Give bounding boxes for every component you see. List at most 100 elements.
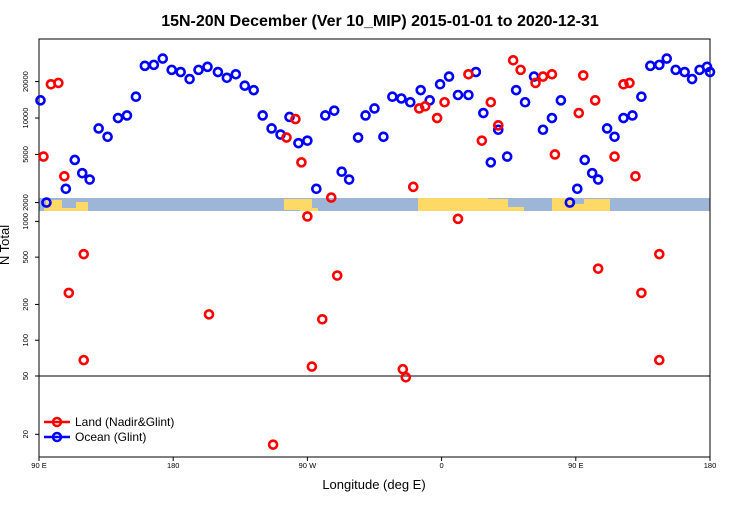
land-point <box>476 135 488 146</box>
land-point <box>452 213 464 225</box>
x-tick-label: 0 <box>440 461 444 470</box>
land-point <box>296 157 307 168</box>
ocean-point <box>221 72 233 84</box>
land-point <box>573 107 585 119</box>
land-point <box>507 55 519 66</box>
land-point <box>463 68 474 80</box>
ocean-point <box>193 64 204 76</box>
map-land-shape <box>284 199 312 210</box>
ocean-point <box>352 132 364 143</box>
ocean-point <box>148 59 160 71</box>
ocean-point <box>443 71 455 82</box>
map-land-shape <box>62 208 76 211</box>
ocean-point <box>404 96 416 108</box>
ocean-point <box>311 183 322 195</box>
plot-frame <box>38 38 711 458</box>
ocean-point <box>387 91 398 103</box>
ocean-point <box>84 174 95 185</box>
map-land-shape <box>418 198 488 211</box>
ocean-point <box>396 93 407 104</box>
ocean-point <box>69 154 81 166</box>
ocean-point <box>686 73 698 85</box>
land-point <box>654 354 665 366</box>
land-point <box>654 248 665 260</box>
ocean-point <box>184 73 195 85</box>
ocean-point <box>636 91 647 103</box>
land-point <box>609 151 620 162</box>
ocean-point <box>343 174 355 185</box>
land-point <box>589 95 601 106</box>
land-point <box>38 151 49 162</box>
land-point <box>290 113 301 125</box>
legend-ocean-marker <box>51 431 63 443</box>
y-tick-label: 20 <box>21 430 30 438</box>
legend-land-marker <box>51 416 63 428</box>
x-tick-label: 90 W <box>299 461 317 470</box>
x-axis-label: Longitude (deg E) <box>322 477 425 492</box>
land-point <box>537 71 549 82</box>
ocean-point <box>434 79 446 90</box>
ocean-point <box>248 84 260 96</box>
ocean-point <box>463 89 474 101</box>
ocean-point <box>609 131 620 143</box>
y-tick-label: 100 <box>21 334 30 347</box>
ocean-point <box>654 59 665 71</box>
ocean-point <box>579 154 591 166</box>
ocean-point <box>102 131 113 143</box>
ocean-point <box>360 110 371 121</box>
ocean-point <box>139 60 151 72</box>
ocean-point <box>601 123 613 134</box>
map-land-shape <box>300 208 318 211</box>
legend-land-label: Land (Nadir&Glint) <box>75 415 174 429</box>
chart-title: 15N-20N December (Ver 10_MIP) 2015-01-01… <box>161 13 599 30</box>
land-point <box>407 181 419 193</box>
land-point <box>325 192 337 203</box>
legend: Land (Nadir&Glint) Ocean (Glint) <box>44 415 174 444</box>
ocean-point <box>478 107 489 119</box>
land-point <box>439 96 450 108</box>
ocean-point <box>369 103 380 114</box>
ocean-point <box>166 64 178 76</box>
land-point <box>78 248 90 260</box>
map-land-shape <box>506 207 524 211</box>
y-tick-label: 10000 <box>21 108 30 129</box>
ocean-point <box>76 167 88 179</box>
ocean-point <box>336 166 347 178</box>
land-point <box>267 439 279 450</box>
y-tick-label: 5000 <box>21 146 30 163</box>
land-point <box>630 170 641 182</box>
legend-ocean-label: Ocean (Glint) <box>75 430 146 444</box>
map-land-shape <box>584 199 610 211</box>
land-point <box>419 100 431 112</box>
y-tick-label: 1000 <box>21 213 30 230</box>
land-point <box>492 120 504 131</box>
land-point <box>592 263 604 274</box>
x-tick-label: 180 <box>167 461 180 470</box>
ocean-point <box>202 61 213 73</box>
land-point <box>431 112 443 124</box>
ocean-point <box>112 112 124 124</box>
map-ocean-band <box>39 198 710 211</box>
ocean-point <box>415 84 427 96</box>
land-point <box>331 270 343 281</box>
ocean-point <box>501 151 513 162</box>
land-point <box>624 77 635 89</box>
ocean-point <box>378 131 389 143</box>
land-series <box>38 55 665 450</box>
land-point <box>203 309 215 320</box>
x-tick-label: 180 <box>704 461 717 470</box>
ocean-point <box>239 80 251 92</box>
ocean-point <box>704 66 716 78</box>
ocean-point <box>519 96 531 108</box>
ocean-point <box>452 89 464 101</box>
land-point <box>317 313 328 325</box>
ocean-point <box>679 66 690 78</box>
land-point <box>53 77 64 89</box>
map-land-shape <box>488 199 508 211</box>
land-point <box>515 64 526 76</box>
ocean-point <box>41 197 52 208</box>
ocean-point <box>230 68 242 80</box>
land-point <box>546 68 558 80</box>
